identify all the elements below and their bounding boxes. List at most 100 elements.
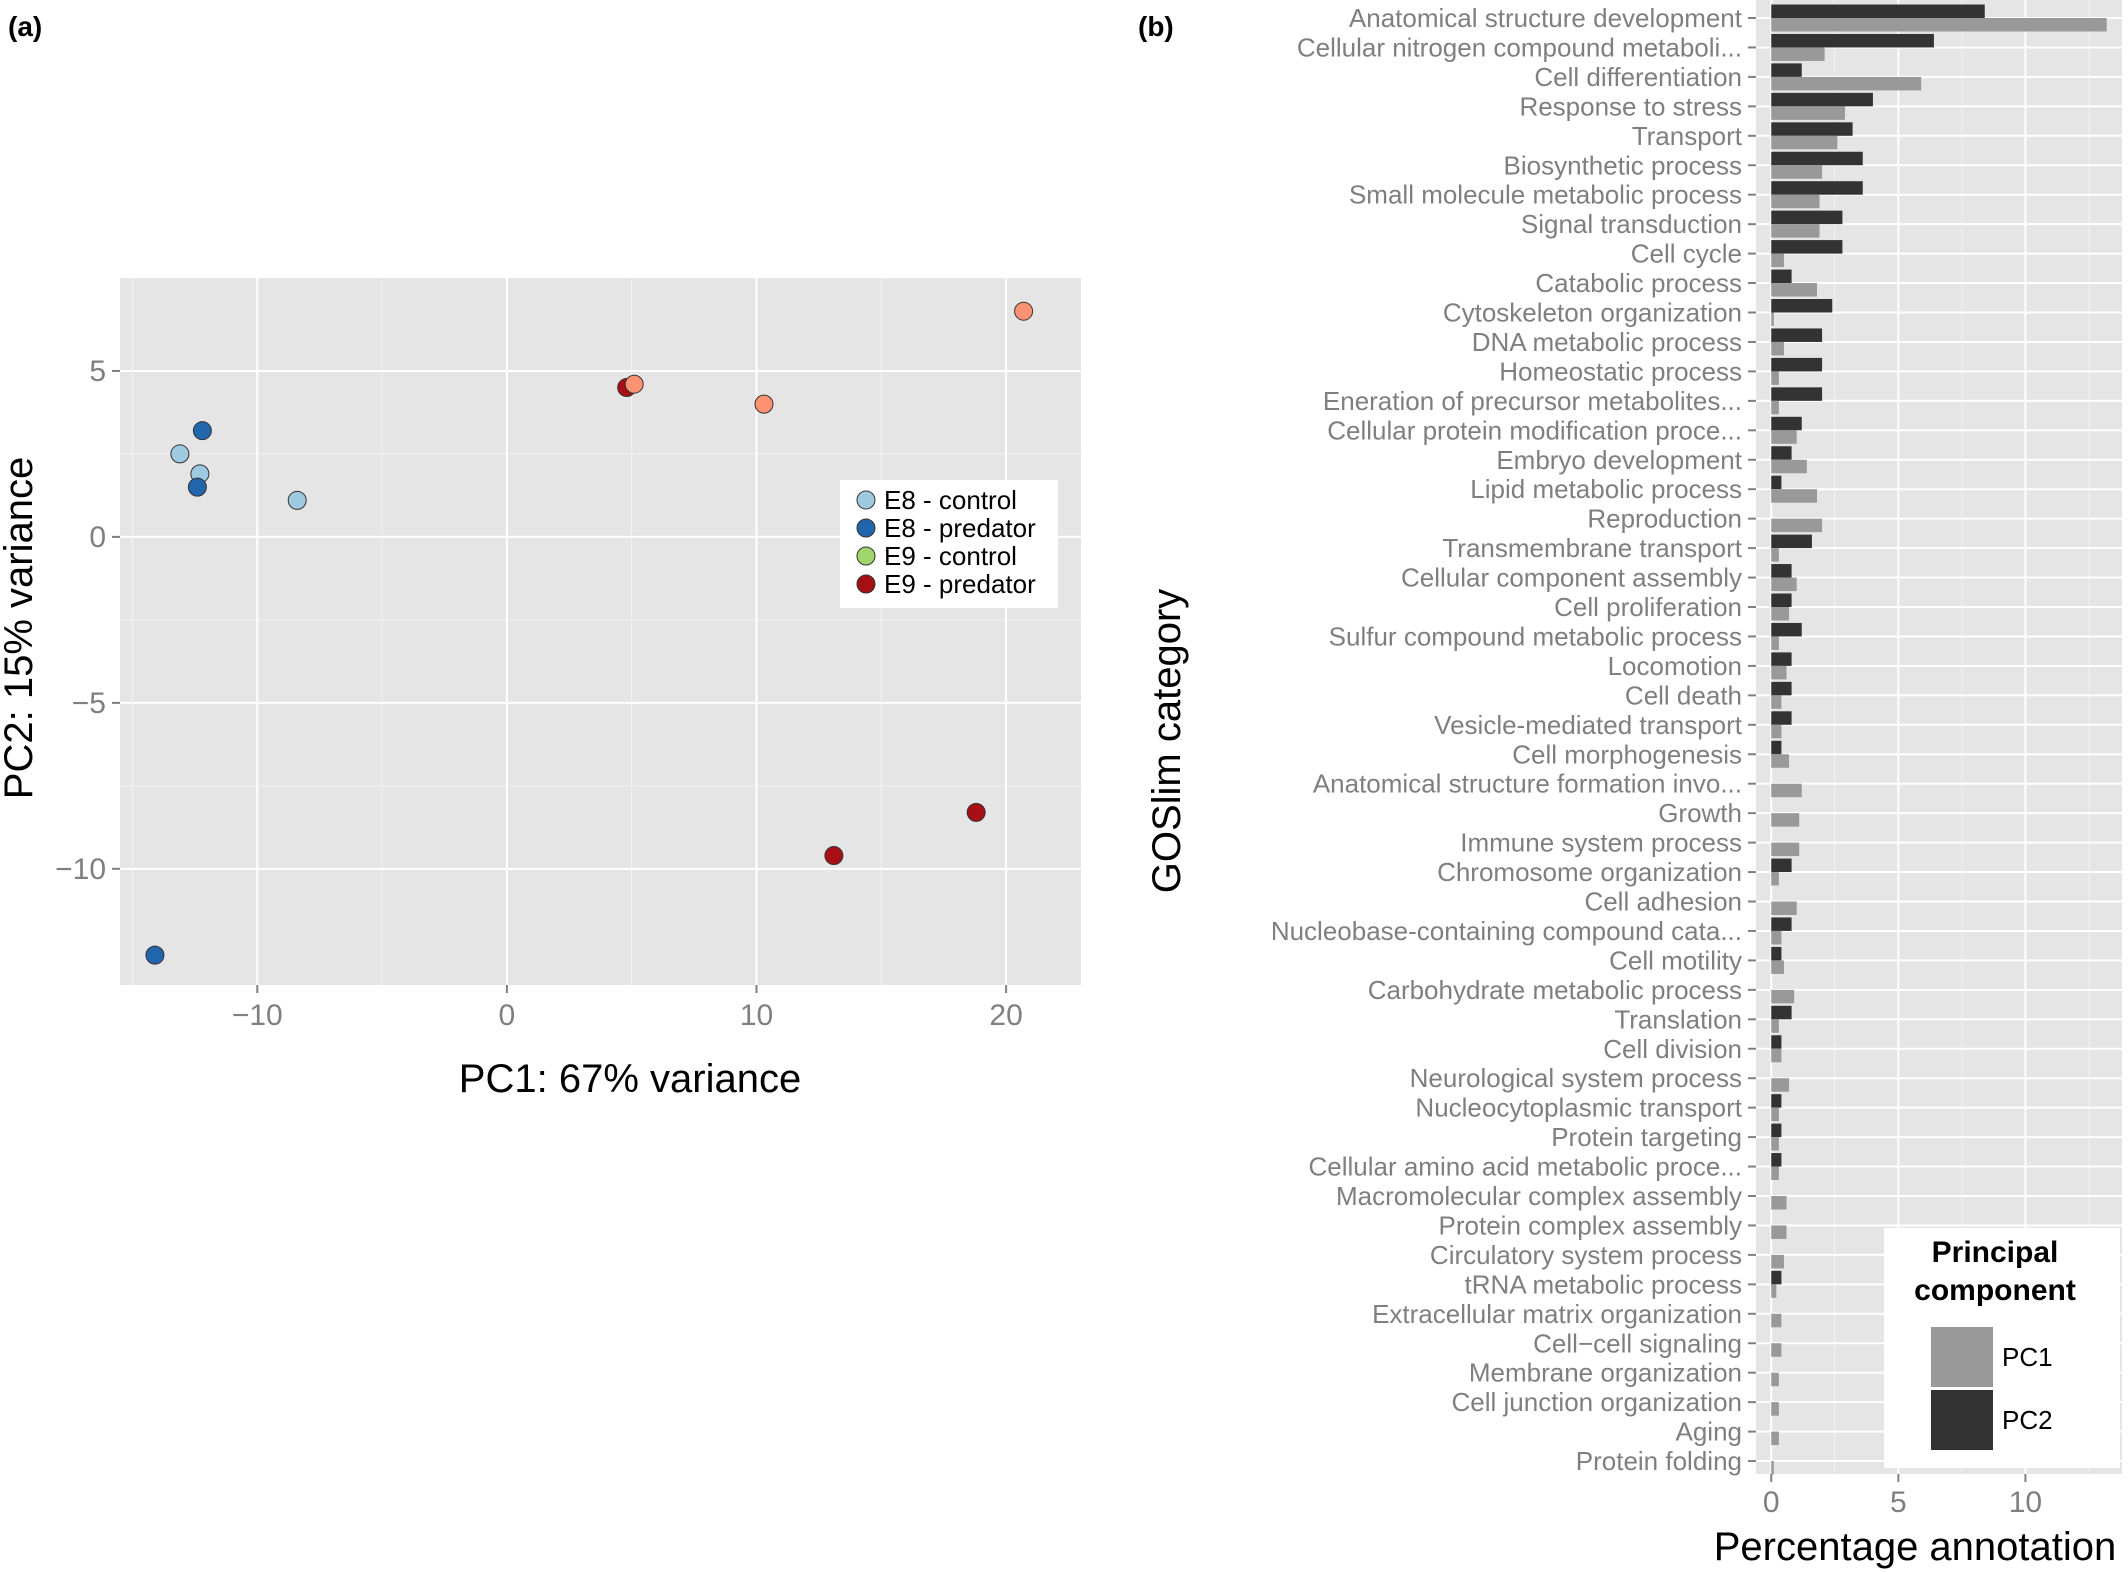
- bar-pc1: [1771, 1137, 1779, 1151]
- bar-legend-key: [1929, 1388, 1995, 1452]
- bar-y-axis-title: GOSlim category: [1145, 589, 1189, 894]
- bar-category-label: Translation: [1614, 1004, 1742, 1034]
- bar-pc1: [1771, 1254, 1784, 1269]
- bar-category-label: Membrane organization: [1469, 1358, 1742, 1388]
- bar-pc1: [1771, 253, 1784, 268]
- bar-category-label: Cell proliferation: [1554, 592, 1742, 622]
- bar-category-label: Immune system process: [1460, 828, 1742, 858]
- bar-category-label: Cellular amino acid metabolic proce...: [1308, 1152, 1742, 1182]
- bar-pc1: [1771, 430, 1797, 444]
- bar-legend-title-line-2: component: [1914, 1274, 2076, 1307]
- bar-category-label: Growth: [1658, 798, 1742, 828]
- bar-pc1: [1771, 47, 1825, 61]
- scatter-x-tick-label: −10: [232, 999, 283, 1032]
- bar-category-label: Carbohydrate metabolic process: [1368, 975, 1742, 1005]
- bar-pc2: [1771, 652, 1792, 666]
- bar-category-label: Protein complex assembly: [1439, 1210, 1742, 1240]
- bar-category-label: Aging: [1676, 1417, 1743, 1447]
- bar-pc2: [1771, 622, 1802, 637]
- bar-pc1: [1771, 1284, 1777, 1298]
- bar-category-label: Lipid metabolic process: [1470, 474, 1742, 504]
- scatter-y-tick-label: −5: [72, 687, 106, 720]
- bar-category-label: Cell motility: [1609, 945, 1742, 975]
- bar-pc1: [1771, 548, 1779, 562]
- bar-legend-box: [1884, 1228, 2120, 1468]
- scatter-x-tick-label: 0: [499, 999, 516, 1032]
- bar-pc1: [1771, 1019, 1779, 1033]
- bar-pc1: [1771, 607, 1790, 621]
- bar-pc2: [1771, 151, 1863, 166]
- bar-category-label: Eneration of precursor metabolites...: [1323, 386, 1742, 416]
- bar-legend: Principal component PC1 PC2: [1884, 1228, 2120, 1468]
- panel-b: (b) Anatomical structure developmentCell…: [1138, 0, 2122, 1569]
- panel-a: (a) −10 0 10 20 5 0 −5 −10 PC1: 67% variance PC…: [0, 11, 1081, 1101]
- bar-pc1: [1771, 1078, 1790, 1092]
- bar-pc1: [1771, 1372, 1779, 1387]
- bar-category-label: Cell cycle: [1631, 239, 1742, 269]
- bar-legend-title-line-1: Principal: [1932, 1236, 2059, 1269]
- bar-pc1: [1771, 489, 1817, 503]
- scatter-point: [1014, 301, 1034, 321]
- bar-pc1: [1771, 842, 1800, 857]
- bar-legend-key: [1929, 1325, 1995, 1389]
- scatter-point: [754, 394, 774, 414]
- bar-pc1: [1771, 1107, 1779, 1122]
- bar-pc1: [1771, 283, 1817, 297]
- bar-category-label: Locomotion: [1608, 651, 1742, 681]
- bar-pc2: [1771, 1005, 1792, 1020]
- bar-category-label: Neurological system process: [1410, 1063, 1742, 1093]
- bar-pc2: [1771, 475, 1782, 490]
- bar-category-label: Anatomical structure formation invo...: [1313, 769, 1742, 799]
- bar-category-label: Cell−cell signaling: [1533, 1328, 1742, 1358]
- bar-category-label: Cell morphogenesis: [1512, 739, 1742, 769]
- bar-pc2: [1771, 740, 1782, 755]
- scatter-legend-label: E8 - predator: [884, 513, 1036, 543]
- bar-category-label: Protein targeting: [1551, 1122, 1742, 1152]
- bar-pc2: [1771, 1035, 1782, 1049]
- panel-b-label: (b): [1138, 11, 1174, 42]
- bar-category-label: Reproduction: [1587, 504, 1742, 534]
- bar-pc2: [1771, 446, 1792, 460]
- bar-pc1: [1771, 665, 1787, 680]
- bar-category-label: Small molecule metabolic process: [1349, 180, 1742, 210]
- bar-category-label: Cellular nitrogen compound metaboli...: [1297, 32, 1742, 62]
- bar-pc1: [1771, 165, 1823, 179]
- scatter-y-tick-label: −10: [55, 853, 106, 886]
- bar-pc2: [1771, 328, 1823, 342]
- bar-pc1: [1771, 18, 2107, 32]
- scatter-x-tick-label: 10: [740, 999, 773, 1032]
- bar-category-label: Extracellular matrix organization: [1372, 1299, 1742, 1329]
- bar-pc2: [1771, 858, 1792, 873]
- bar-category-label: Cell division: [1603, 1034, 1742, 1064]
- scatter-point: [145, 945, 165, 965]
- bar-category-label: Transmembrane transport: [1442, 533, 1742, 563]
- bar-category-label: Nucleocytoplasmic transport: [1415, 1093, 1742, 1123]
- scatter-legend-key: [856, 546, 876, 566]
- bar-pc2: [1771, 564, 1792, 578]
- bar-pc1: [1771, 76, 1922, 91]
- scatter-legend-box: [840, 480, 1058, 608]
- scatter-tick-labels: −10 0 10 20 5 0 −5 −10: [55, 355, 1023, 1032]
- bar-pc2: [1771, 946, 1782, 961]
- bar-pc1: [1771, 1166, 1779, 1181]
- bar-pc1: [1771, 135, 1838, 150]
- bar-pc2: [1771, 240, 1843, 254]
- scatter-y-tick-label: 5: [89, 355, 106, 388]
- bar-category-label: Homeostatic process: [1499, 356, 1742, 386]
- bar-x-tick-label: 0: [1763, 1486, 1780, 1519]
- bar-pc1: [1771, 106, 1845, 120]
- bar-pc2: [1771, 299, 1833, 313]
- bar-pc2: [1771, 593, 1792, 607]
- scatter-points: [145, 301, 1034, 965]
- bar-pc1: [1771, 1402, 1779, 1416]
- bar-category-label: Cellular protein modification proce...: [1327, 415, 1742, 445]
- scatter-legend-label: E9 - control: [884, 541, 1017, 571]
- bar-category-label: Cytoskeleton organization: [1443, 298, 1742, 328]
- bar-pc2: [1771, 4, 1985, 18]
- scatter-legend-label: E9 - predator: [884, 569, 1036, 599]
- scatter-point: [824, 846, 844, 866]
- bar-pc1: [1771, 636, 1779, 650]
- bar-pc1: [1771, 783, 1802, 798]
- scatter-point: [192, 421, 212, 441]
- bar-pc1: [1771, 754, 1790, 768]
